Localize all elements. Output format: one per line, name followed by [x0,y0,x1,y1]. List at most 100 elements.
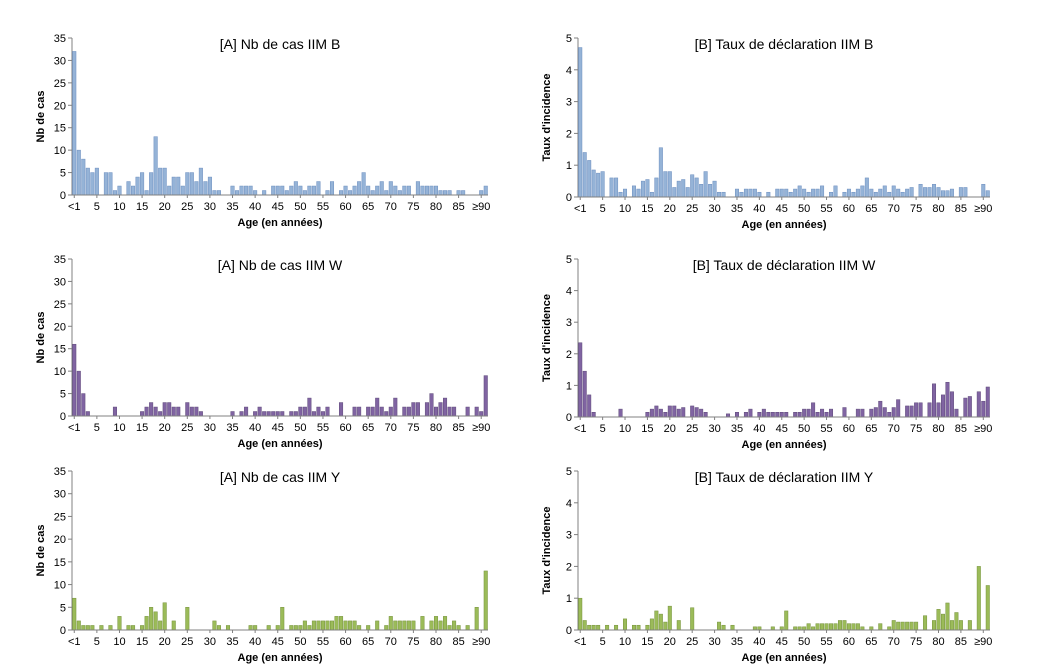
bar [645,624,650,631]
bar [784,610,789,631]
bar [578,47,583,198]
bar [81,393,86,417]
y-tick-label: 25 [54,78,66,90]
bar [316,620,321,631]
bar [811,188,816,198]
x-tick-label: <1 [68,201,81,213]
x-tick-label: 70 [385,636,397,648]
bar [429,185,434,196]
bar [162,602,167,631]
bar [694,407,699,418]
bar [949,188,954,198]
bar [672,405,677,418]
bar [443,397,448,417]
chart-title: [A] Nb de cas IIM Y [220,469,341,485]
y-tick-label: 20 [54,321,66,333]
bar [976,391,981,418]
bar [811,402,816,418]
x-tick-label: 50 [294,636,306,648]
y-tick-label: 20 [54,100,66,112]
bar [307,397,312,417]
bar [945,602,950,631]
x-tick-label: 45 [272,422,284,434]
bar [393,185,398,196]
y-tick-label: 0 [566,625,572,637]
x-tick-label: 35 [226,636,238,648]
bar [734,412,739,418]
bar [375,397,380,417]
bar [676,620,681,631]
bar [244,185,249,196]
bar [189,406,194,417]
bar [681,179,686,198]
bar [384,411,389,417]
bar [393,397,398,417]
x-tick-label: ≥90 [974,423,992,435]
x-tick-label: 80 [932,636,944,648]
bar [253,625,258,631]
bar [923,187,928,198]
bar [748,408,753,418]
bar [85,167,90,196]
x-tick-label: 15 [641,423,653,435]
bar [443,190,448,196]
bar [690,174,695,198]
bar [325,406,330,417]
bar [72,597,77,631]
x-tick-label: 70 [888,203,900,215]
x-tick-label: <1 [68,636,81,648]
x-tick-label: 70 [888,636,900,648]
bar [176,176,181,196]
bar [90,625,95,631]
bar [438,620,443,631]
bar [379,181,384,196]
bar [239,185,244,196]
bar [909,621,914,631]
bar [623,188,628,198]
bar [842,191,847,198]
bar [230,411,235,417]
bar [140,625,145,631]
y-tick-label: 15 [54,123,66,135]
x-tick-label: 20 [159,636,171,648]
bar [667,605,672,631]
bar [343,620,348,631]
chart-title: [A] Nb de cas IIM B [220,36,341,52]
bar [424,185,429,196]
y-tick-label: 35 [54,254,66,266]
bar [703,171,708,198]
chart-A-W: [A] Nb de cas IIM W 0 5 10 15 20 25 30 35 <1 5 10 15… [35,254,490,450]
x-tick-label: 70 [385,201,397,213]
x-tick-label: 85 [955,636,967,648]
bar [873,191,878,198]
x-tick-label: 75 [910,203,922,215]
bar [293,181,298,196]
x-tick-label: 5 [600,203,606,215]
x-tick-label: ≥90 [472,636,490,648]
bar [76,370,81,417]
bar [357,181,362,196]
bar [699,184,704,198]
bar [320,620,325,631]
bar [900,621,905,631]
bar [932,620,937,631]
x-tick-label: 20 [664,636,676,648]
bar [851,623,856,631]
bar [402,185,407,196]
bar [694,177,699,198]
x-tick-label: <1 [574,423,587,435]
bar [981,400,986,418]
y-tick-label: 4 [566,498,572,510]
y-tick-label: 25 [54,511,66,523]
bar [198,167,203,196]
bar [905,405,910,418]
y-tick-label: 20 [54,534,66,546]
y-tick-label: 10 [54,580,66,592]
bar [325,190,330,196]
bar [406,620,411,631]
bar [103,172,108,196]
bar [820,185,825,198]
bar [864,177,869,198]
bar [433,616,439,631]
x-tick-label: 30 [708,203,720,215]
